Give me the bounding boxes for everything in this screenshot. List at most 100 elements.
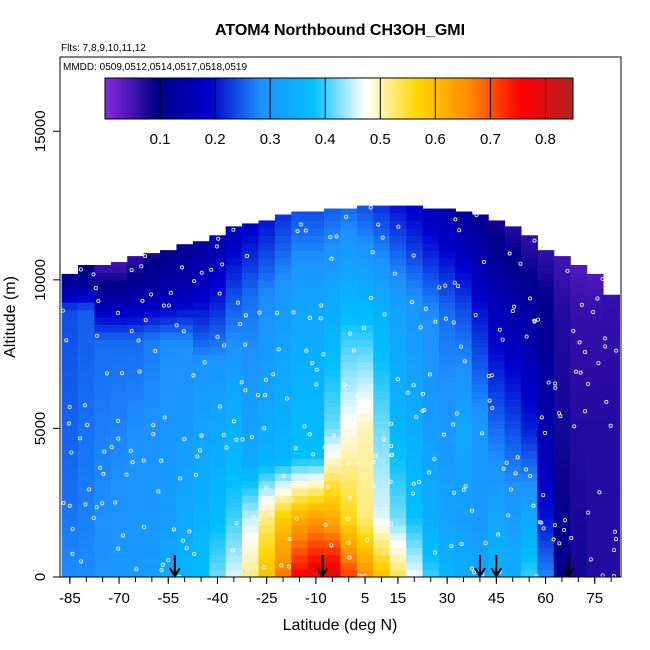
heatmap-cell (602, 450, 620, 459)
sample-point (418, 325, 423, 330)
heatmap-cell (242, 510, 260, 519)
heatmap-cell (274, 376, 292, 385)
sample-point (116, 310, 121, 315)
heatmap-cell (143, 309, 161, 318)
heatmap-cell (553, 428, 571, 437)
heatmap-cell (324, 354, 342, 363)
heatmap-cell (307, 465, 325, 474)
heatmap-cell (258, 398, 276, 407)
heatmap-cell (389, 391, 407, 400)
heatmap-cell (455, 458, 473, 467)
heatmap-cell (192, 376, 210, 385)
heatmap-cell (488, 458, 506, 467)
y-axis-label: Altitude (m) (2, 276, 19, 358)
heatmap-cell (389, 265, 407, 274)
heatmap-cell (324, 391, 342, 400)
heatmap-cell (242, 473, 260, 482)
heatmap-cell (160, 525, 178, 534)
heatmap-cell (143, 562, 161, 571)
heatmap-cell (373, 205, 391, 214)
heatmap-cell (422, 480, 440, 489)
heatmap-cell (307, 502, 325, 511)
heatmap-cell (520, 450, 538, 459)
heatmap-cell (94, 406, 112, 415)
heatmap-cell (176, 413, 194, 422)
colorbar: 0.1 0.2 0.3 0.4 0.5 0.6 0.7 0.8 (104, 77, 574, 148)
heatmap-cell (570, 376, 588, 385)
heatmap-cell (586, 309, 604, 318)
heatmap-cell (537, 458, 555, 467)
heatmap-cell (291, 272, 309, 281)
heatmap-cell (274, 220, 292, 229)
heatmap-cell (356, 383, 374, 392)
heatmap-cell (586, 406, 604, 415)
sample-point (392, 271, 397, 276)
heatmap-cell (225, 428, 243, 437)
heatmap-cell (307, 265, 325, 274)
heatmap-cell (307, 569, 325, 577)
heatmap-cell (192, 539, 210, 548)
heatmap-cell (537, 435, 555, 444)
heatmap-cell (438, 324, 456, 333)
heatmap-cell (422, 287, 440, 296)
heatmap-cell (78, 495, 96, 504)
heatmap-cell (192, 502, 210, 511)
heatmap-cell (225, 480, 243, 489)
heatmap-cell (242, 406, 260, 415)
heatmap-cell (274, 309, 292, 318)
heatmap-cell (94, 473, 112, 482)
sample-point (96, 299, 101, 304)
heatmap-cell (274, 421, 292, 430)
heatmap-cell (274, 257, 292, 266)
heatmap-cell (209, 265, 227, 274)
heatmap-cell (356, 220, 374, 229)
sample-point (534, 574, 539, 577)
heatmap-cell (258, 235, 276, 244)
heatmap-cell (471, 214, 489, 222)
sample-point (191, 373, 196, 378)
heatmap-cell (455, 272, 473, 281)
heatmap-cell (176, 294, 194, 303)
sample-point (347, 555, 352, 560)
sample-point (510, 309, 515, 314)
heatmap-cell (307, 257, 325, 266)
heatmap-cell (242, 525, 260, 534)
heatmap-cell (471, 458, 489, 467)
heatmap-cell (78, 302, 96, 311)
heatmap-cell (488, 391, 506, 400)
sample-point (443, 283, 448, 288)
sample-point (116, 418, 121, 423)
heatmap-cell (422, 376, 440, 385)
heatmap-cell (242, 383, 260, 392)
sample-point (231, 227, 236, 232)
heatmap-cell (373, 525, 391, 534)
heatmap-cell (389, 480, 407, 489)
heatmap-cell (586, 539, 604, 548)
heatmap-cell (488, 435, 506, 444)
heatmap-cell (602, 369, 620, 378)
heatmap-cell (373, 547, 391, 556)
heatmap-cell (274, 294, 292, 303)
heatmap-cell (570, 517, 588, 526)
heatmap-cell (110, 406, 128, 415)
heatmap-cell (176, 465, 194, 474)
heatmap-cell (110, 539, 128, 548)
heatmap-cell (242, 547, 260, 556)
heatmap-cell (143, 450, 161, 459)
heatmap-cell (176, 525, 194, 534)
heatmap-cell (438, 473, 456, 482)
heatmap-cell (274, 539, 292, 548)
heatmap-cell (406, 473, 424, 482)
heatmap-cell (176, 510, 194, 519)
sample-point (156, 489, 161, 494)
heatmap-cell (242, 480, 260, 489)
heatmap-cell (602, 428, 620, 437)
heatmap-cell (209, 428, 227, 437)
sample-point (314, 382, 319, 387)
heatmap-cell (438, 413, 456, 422)
heatmap-cell (61, 510, 79, 519)
heatmap-cell (471, 279, 489, 288)
heatmap-cell (143, 272, 161, 281)
heatmap-cell (488, 517, 506, 526)
